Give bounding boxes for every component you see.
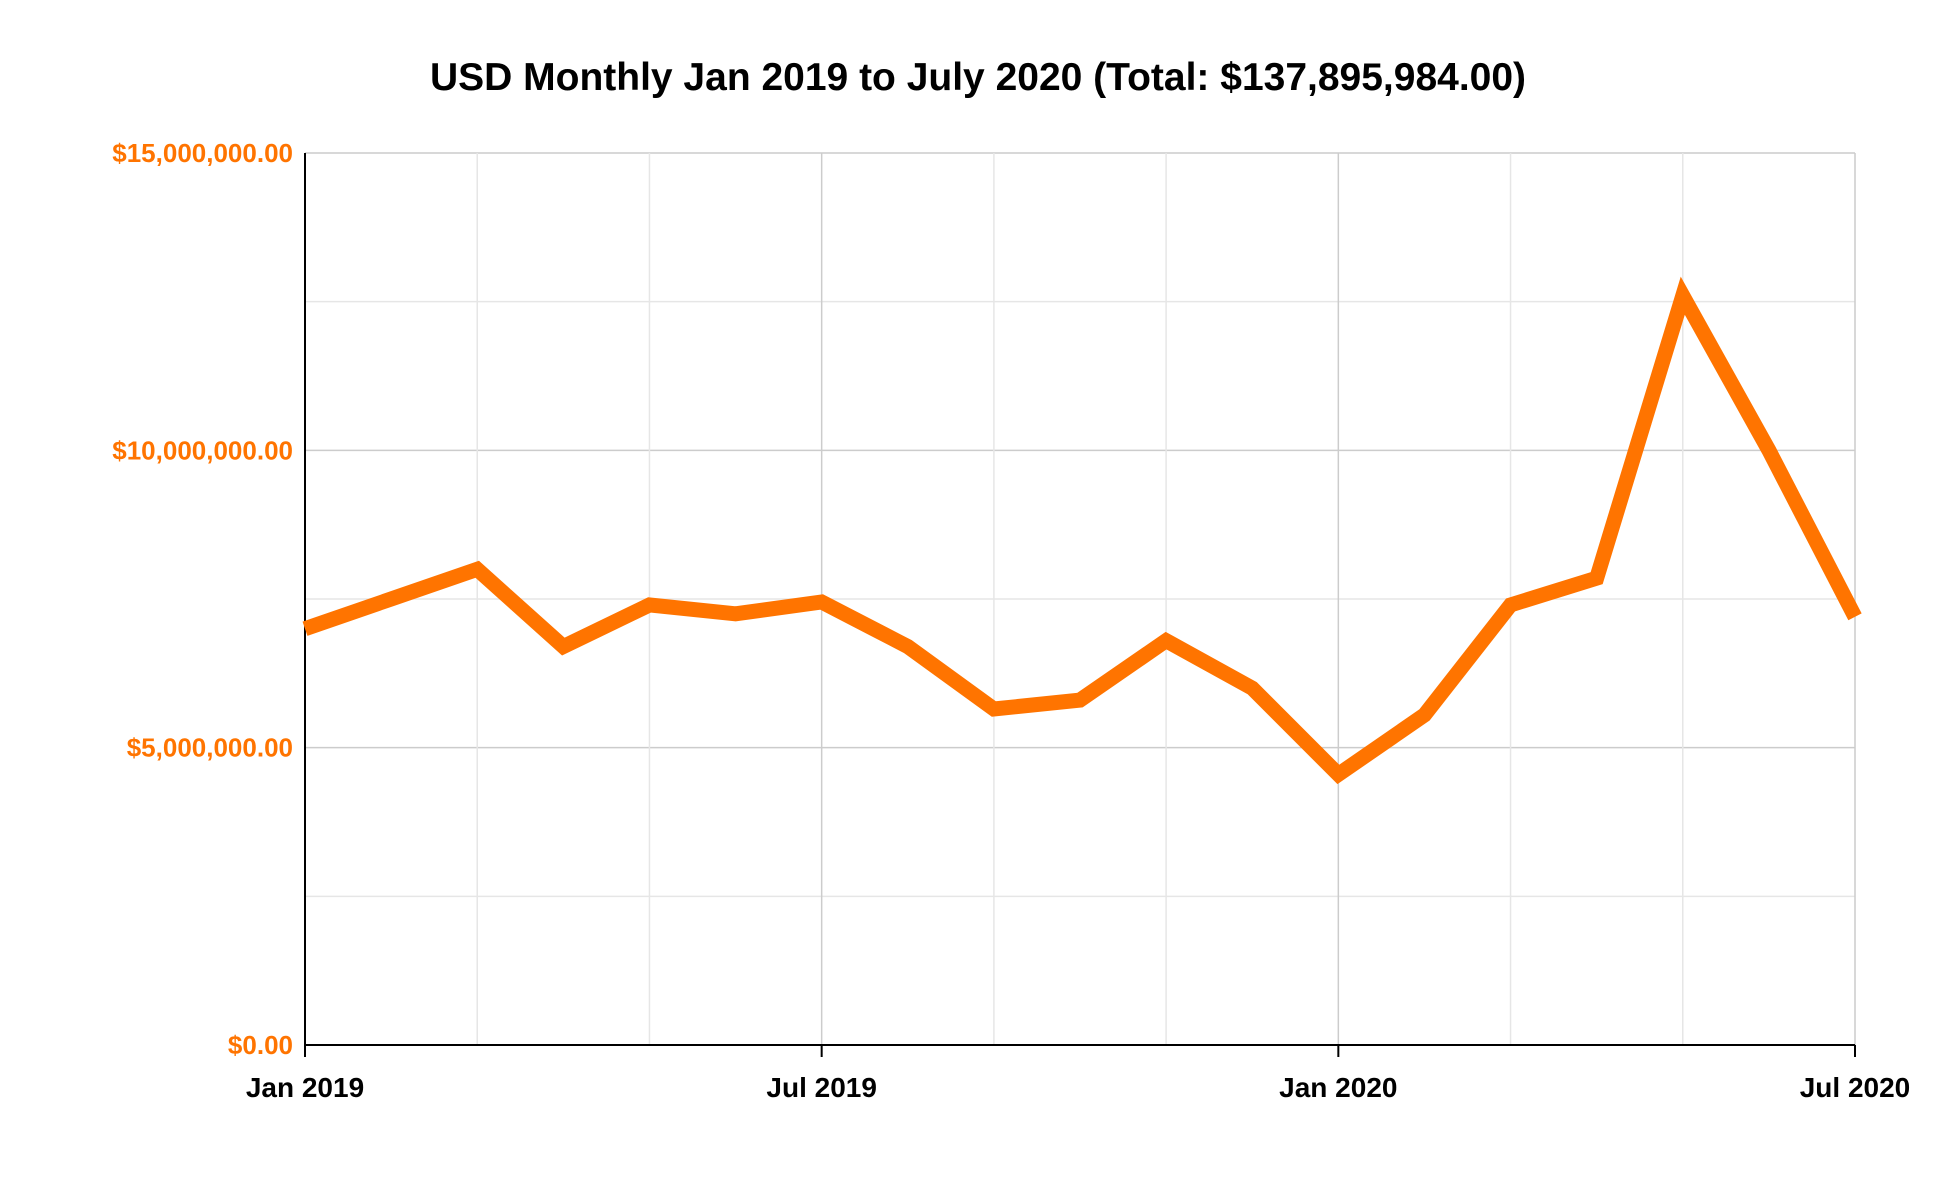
- x-tick-label: Jul 2020: [1800, 1072, 1911, 1103]
- y-tick-label: $15,000,000.00: [112, 138, 293, 168]
- y-tick-label: $5,000,000.00: [127, 733, 293, 763]
- x-tick-label: Jan 2019: [246, 1072, 364, 1103]
- data-point: [1423, 714, 1425, 716]
- y-tick-label: $0.00: [228, 1030, 293, 1060]
- series-layer: [302, 276, 1862, 785]
- x-tick-label: Jul 2019: [766, 1072, 877, 1103]
- data-point: [735, 613, 737, 615]
- data-point: [1337, 773, 1339, 775]
- data-point: [1682, 295, 1684, 297]
- chart-title: USD Monthly Jan 2019 to July 2020 (Total…: [430, 56, 1526, 99]
- data-point: [1596, 577, 1598, 579]
- data-point: [1079, 699, 1081, 701]
- data-point: [390, 598, 392, 600]
- data-point: [907, 646, 909, 648]
- y-tick-label: $10,000,000.00: [112, 435, 293, 465]
- data-point: [562, 646, 564, 648]
- data-point: [1854, 616, 1856, 618]
- x-tick-label: Jan 2020: [1279, 1072, 1397, 1103]
- data-point: [1165, 640, 1167, 642]
- axis-layer: [304, 153, 1856, 1057]
- label-layer: $0.00 $5,000,000.00 $10,000,000.00 $15,000,…: [112, 138, 1910, 1103]
- data-point: [476, 568, 478, 570]
- data-point: [1251, 687, 1253, 689]
- grid-layer: [304, 152, 1856, 1045]
- data-point: [1510, 604, 1512, 606]
- data-point: [1768, 449, 1770, 451]
- data-point: [993, 708, 995, 710]
- data-point: [304, 628, 306, 630]
- series-line: [302, 276, 1862, 785]
- data-point: [821, 601, 823, 603]
- data-point: [648, 604, 650, 606]
